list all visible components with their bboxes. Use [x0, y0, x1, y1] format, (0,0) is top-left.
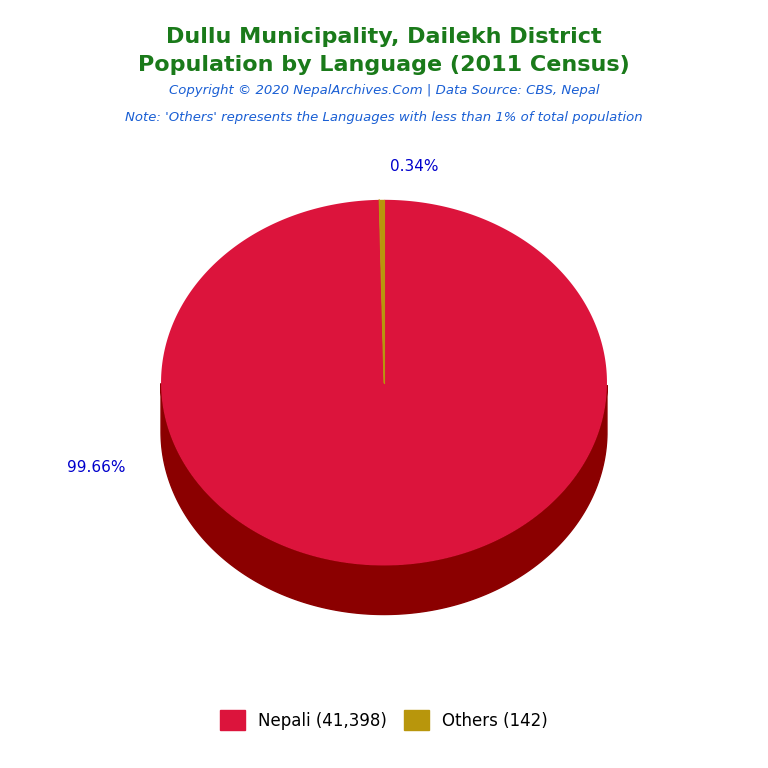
Polygon shape [379, 200, 384, 382]
Text: Population by Language (2011 Census): Population by Language (2011 Census) [138, 55, 630, 75]
Legend: Nepali (41,398), Others (142): Nepali (41,398), Others (142) [214, 703, 554, 737]
Text: Dullu Municipality, Dailekh District: Dullu Municipality, Dailekh District [166, 27, 602, 47]
Text: 99.66%: 99.66% [68, 460, 126, 475]
Polygon shape [161, 383, 607, 614]
Polygon shape [161, 200, 607, 565]
Text: 0.34%: 0.34% [390, 160, 439, 174]
Text: Note: 'Others' represents the Languages with less than 1% of total population: Note: 'Others' represents the Languages … [125, 111, 643, 124]
Text: Copyright © 2020 NepalArchives.Com | Data Source: CBS, Nepal: Copyright © 2020 NepalArchives.Com | Dat… [169, 84, 599, 98]
